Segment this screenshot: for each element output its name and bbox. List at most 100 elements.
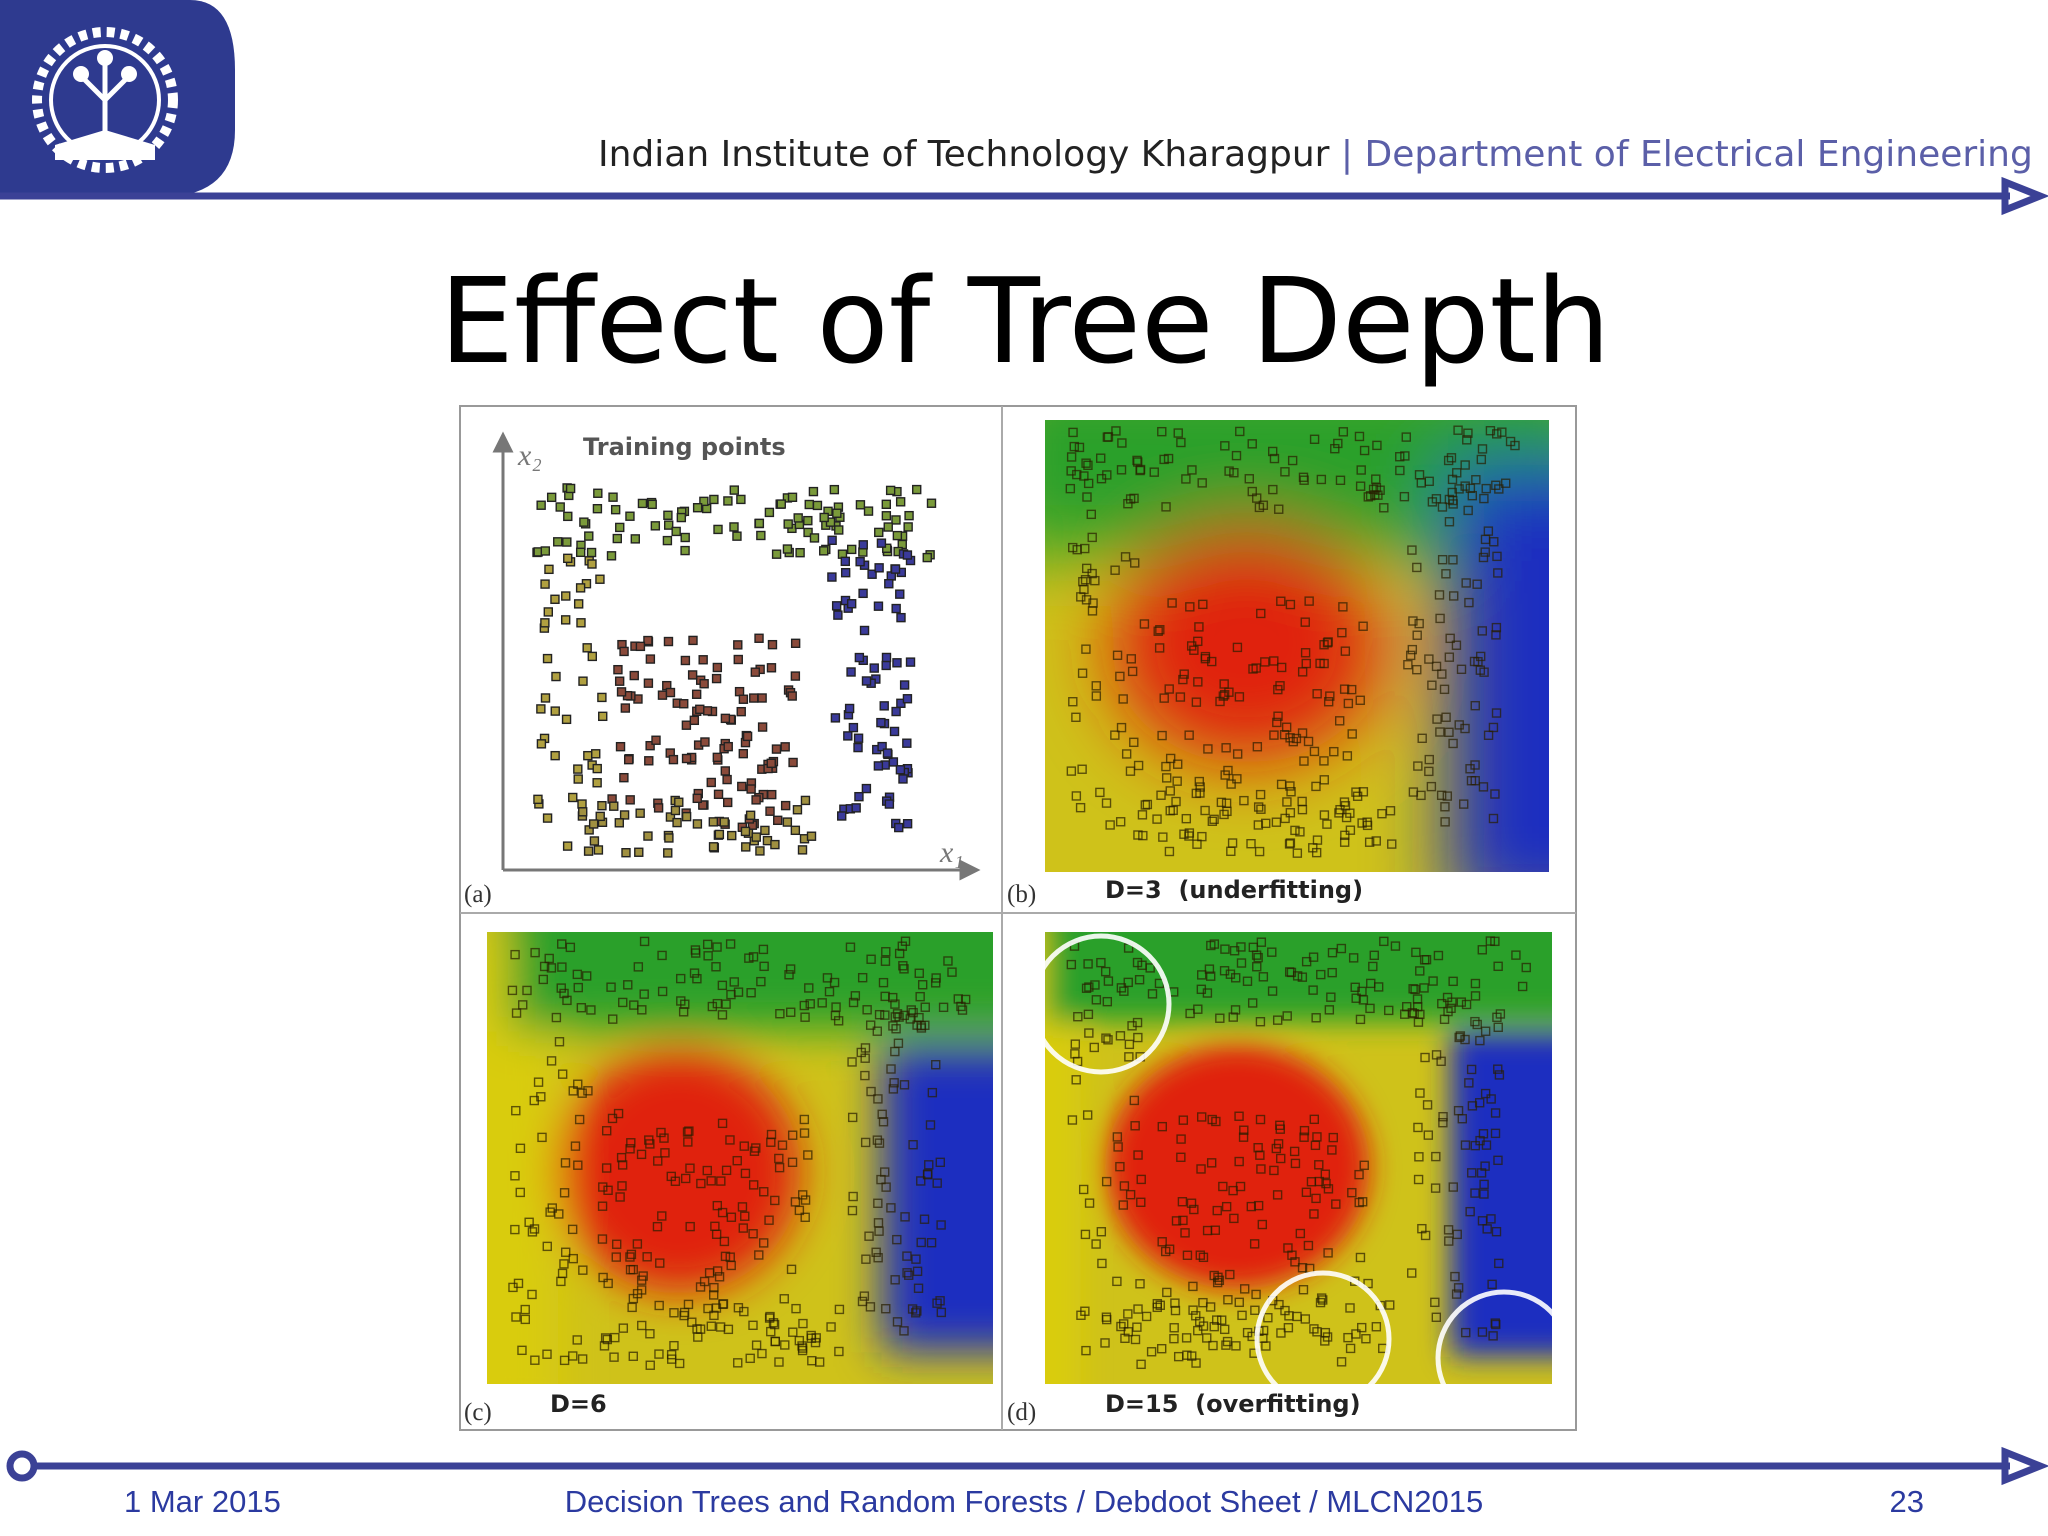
point (1171, 1216, 1182, 1226)
point (1125, 1189, 1136, 1200)
point (1434, 590, 1445, 600)
point (1091, 681, 1101, 691)
point (1485, 936, 1496, 946)
point (1170, 1298, 1180, 1308)
point (733, 654, 743, 665)
point (561, 714, 572, 725)
point (643, 635, 653, 646)
point (1124, 1052, 1134, 1062)
point (1481, 483, 1491, 494)
point (1309, 434, 1320, 444)
point (520, 1304, 530, 1315)
point (1102, 996, 1113, 1007)
point (712, 752, 723, 763)
point (739, 1306, 749, 1317)
point (1299, 1132, 1309, 1142)
point (606, 551, 617, 561)
point (1427, 680, 1437, 690)
point (717, 1010, 728, 1020)
point (583, 846, 594, 856)
point (1439, 1014, 1450, 1025)
point (1298, 472, 1309, 483)
point (1475, 665, 1486, 675)
point (1387, 839, 1397, 849)
point (1248, 664, 1258, 674)
point (654, 1300, 664, 1311)
point (1362, 817, 1372, 827)
point (542, 1349, 552, 1359)
point (774, 1153, 784, 1164)
point (855, 556, 865, 567)
point (746, 988, 756, 998)
footer-dot (6, 1450, 38, 1482)
point (1299, 756, 1309, 766)
point (795, 547, 805, 558)
point (510, 1171, 520, 1181)
point (1311, 781, 1321, 792)
point (1110, 730, 1120, 740)
point (663, 636, 674, 647)
point (1129, 1095, 1140, 1106)
point (847, 544, 857, 555)
point (680, 655, 691, 666)
point (1399, 491, 1410, 502)
point (806, 1333, 817, 1343)
point (1444, 652, 1455, 662)
point (614, 818, 625, 828)
point (865, 1020, 876, 1030)
region-red (557, 1049, 801, 1294)
point (1488, 813, 1499, 824)
point (1413, 1174, 1424, 1185)
point (1161, 761, 1171, 772)
point (809, 533, 820, 543)
point (926, 1237, 937, 1248)
point (1156, 790, 1166, 800)
point (1263, 1313, 1273, 1323)
point (1084, 1028, 1094, 1038)
point (1343, 698, 1354, 709)
point (1193, 636, 1203, 647)
point (1493, 1155, 1503, 1166)
point (573, 1160, 583, 1170)
point (1116, 1321, 1126, 1332)
point (1276, 596, 1286, 606)
point (788, 1327, 798, 1337)
point (1487, 1279, 1497, 1290)
point (1120, 552, 1131, 562)
heat-map (487, 932, 993, 1384)
panel-label: (c) (464, 1399, 492, 1426)
point (1460, 481, 1470, 491)
point (874, 1138, 885, 1148)
point (1251, 663, 1261, 673)
point (861, 676, 872, 686)
point (729, 522, 739, 532)
point (1149, 467, 1159, 477)
point (1175, 692, 1186, 702)
point (860, 1070, 870, 1081)
point (1304, 596, 1314, 606)
point (1234, 1297, 1244, 1308)
point (1426, 781, 1437, 792)
point (1261, 818, 1271, 829)
point (510, 1224, 520, 1235)
point (1282, 1011, 1292, 1021)
point (904, 1270, 914, 1280)
point (826, 1322, 836, 1332)
point (748, 1320, 758, 1331)
point (1303, 1240, 1314, 1251)
point (570, 1141, 581, 1151)
point (1295, 827, 1305, 837)
point (844, 703, 855, 714)
point (1246, 839, 1256, 849)
point (1491, 622, 1502, 633)
point (1337, 627, 1347, 638)
point (1450, 1271, 1460, 1282)
point (873, 1198, 883, 1208)
point (706, 1321, 717, 1331)
point (1336, 943, 1347, 954)
point (1236, 942, 1246, 952)
point (1206, 1158, 1217, 1168)
point (612, 1239, 622, 1249)
point (881, 1182, 891, 1192)
point (1145, 963, 1155, 973)
